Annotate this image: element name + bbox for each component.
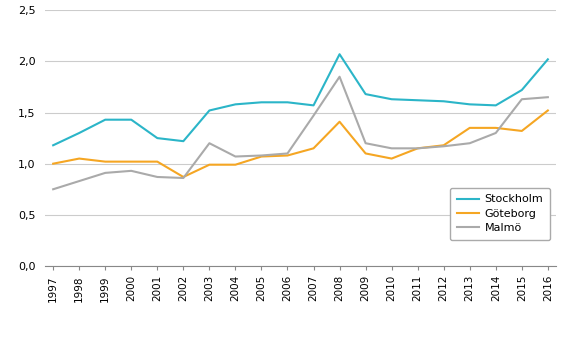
Malmö	[492, 131, 499, 135]
Göteborg	[76, 157, 83, 161]
Malmö	[441, 144, 447, 148]
Göteborg	[232, 163, 239, 167]
Stockholm	[414, 98, 421, 102]
Göteborg	[414, 146, 421, 150]
Malmö	[128, 169, 135, 173]
Stockholm	[518, 88, 525, 92]
Malmö	[362, 141, 369, 145]
Stockholm	[362, 92, 369, 96]
Malmö	[50, 187, 57, 191]
Göteborg	[388, 157, 395, 161]
Malmö	[544, 95, 551, 99]
Göteborg	[102, 160, 109, 164]
Malmö	[180, 176, 187, 180]
Stockholm	[180, 139, 187, 143]
Line: Stockholm: Stockholm	[53, 54, 548, 145]
Göteborg	[518, 129, 525, 133]
Stockholm	[492, 103, 499, 107]
Malmö	[258, 153, 265, 158]
Göteborg	[492, 126, 499, 130]
Malmö	[388, 146, 395, 150]
Göteborg	[466, 126, 473, 130]
Göteborg	[180, 175, 187, 179]
Stockholm	[441, 99, 447, 103]
Göteborg	[284, 153, 291, 158]
Malmö	[154, 175, 160, 179]
Malmö	[284, 151, 291, 155]
Malmö	[466, 141, 473, 145]
Stockholm	[102, 118, 109, 122]
Malmö	[310, 114, 317, 118]
Stockholm	[544, 57, 551, 61]
Line: Göteborg: Göteborg	[53, 110, 548, 177]
Göteborg	[336, 120, 343, 124]
Line: Malmö: Malmö	[53, 77, 548, 189]
Stockholm	[310, 103, 317, 107]
Malmö	[518, 97, 525, 101]
Stockholm	[388, 97, 395, 101]
Stockholm	[232, 102, 239, 106]
Legend: Stockholm, Göteborg, Malmö: Stockholm, Göteborg, Malmö	[450, 188, 550, 240]
Stockholm	[50, 143, 57, 147]
Malmö	[206, 141, 213, 145]
Malmö	[76, 179, 83, 183]
Stockholm	[128, 118, 135, 122]
Göteborg	[50, 162, 57, 166]
Göteborg	[544, 108, 551, 113]
Malmö	[102, 171, 109, 175]
Stockholm	[466, 102, 473, 106]
Göteborg	[441, 143, 447, 147]
Göteborg	[154, 160, 160, 164]
Göteborg	[128, 160, 135, 164]
Stockholm	[76, 131, 83, 135]
Stockholm	[284, 100, 291, 104]
Göteborg	[206, 163, 213, 167]
Göteborg	[362, 151, 369, 155]
Göteborg	[258, 154, 265, 159]
Stockholm	[258, 100, 265, 104]
Göteborg	[310, 146, 317, 150]
Malmö	[232, 154, 239, 159]
Stockholm	[206, 108, 213, 113]
Malmö	[336, 75, 343, 79]
Malmö	[414, 146, 421, 150]
Stockholm	[154, 136, 160, 140]
Stockholm	[336, 52, 343, 56]
